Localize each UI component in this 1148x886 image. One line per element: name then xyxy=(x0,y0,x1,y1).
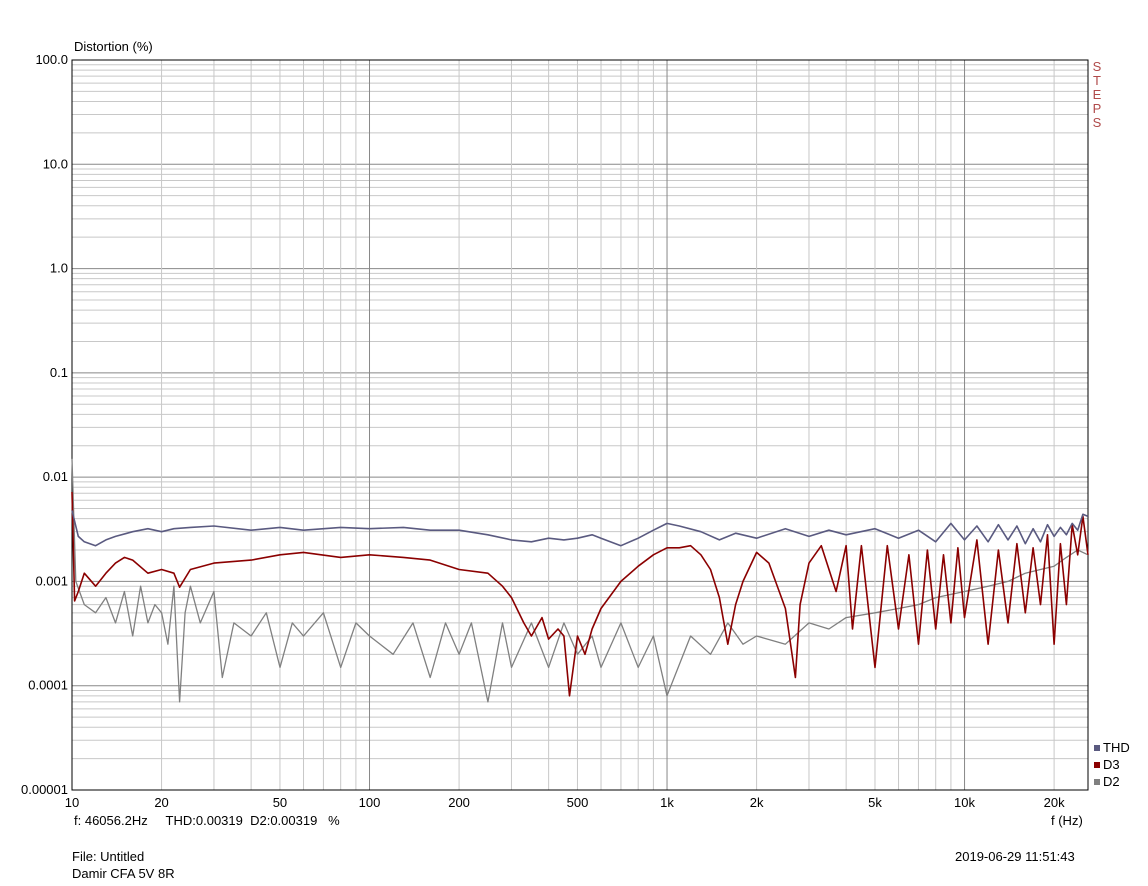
y-tick-label: 0.1 xyxy=(50,365,68,380)
x-tick-label: 100 xyxy=(359,795,381,810)
y-tick-label: 0.001 xyxy=(35,573,68,588)
steps-letter: T xyxy=(1093,73,1101,88)
legend: THD D3 D2 xyxy=(1094,739,1130,790)
steps-letter: E xyxy=(1092,87,1102,102)
steps-letter: S xyxy=(1092,115,1102,130)
steps-letter: S xyxy=(1092,59,1102,74)
x-tick-label: 2k xyxy=(750,795,764,810)
y-tick-label: 0.0001 xyxy=(28,678,68,693)
file-name: File: Untitled xyxy=(72,849,145,864)
x-tick-label: 50 xyxy=(273,795,287,810)
y-axis-label: Distortion (%) xyxy=(74,39,153,54)
legend-swatch-thd xyxy=(1094,744,1100,751)
y-tick-label: 0.01 xyxy=(43,469,68,484)
x-tick-label: 20 xyxy=(154,795,168,810)
cursor-readout: f: 46056.2Hz THD:0.00319 D2:0.00319 % xyxy=(74,813,340,828)
legend-swatch-d3 xyxy=(1094,761,1100,768)
series-line-d2 xyxy=(71,458,1089,703)
steps-letter: P xyxy=(1092,101,1102,116)
legend-item-thd: THD xyxy=(1094,739,1130,756)
x-tick-label: 20k xyxy=(1044,795,1065,810)
x-tick-label: 10k xyxy=(954,795,975,810)
steps-label: S T E P S xyxy=(1090,60,1104,130)
legend-label-d3: D3 xyxy=(1103,757,1120,772)
y-tick-label: 100.0 xyxy=(35,52,68,67)
legend-swatch-d2 xyxy=(1094,778,1100,785)
x-axis-label: f (Hz) xyxy=(1051,813,1083,828)
x-tick-labels: 10 20 50 100 200 500 1k 2k 5k 10k 20k xyxy=(65,795,1065,810)
legend-item-d3: D3 xyxy=(1094,756,1130,773)
plot-frame xyxy=(71,59,1089,791)
measurement-description: Damir CFA 5V 8R xyxy=(72,866,175,881)
chart-grid xyxy=(71,60,1088,791)
legend-item-d2: D2 xyxy=(1094,773,1130,790)
y-tick-label: 10.0 xyxy=(43,156,68,171)
y-tick-label: 1.0 xyxy=(50,261,68,276)
series-line-thd xyxy=(71,510,1089,547)
y-tick-labels: 100.0 10.0 1.0 0.1 0.01 0.001 0.0001 0.00001 xyxy=(21,52,68,797)
legend-label-d2: D2 xyxy=(1103,774,1120,789)
legend-label-thd: THD xyxy=(1103,740,1130,755)
x-tick-label: 200 xyxy=(448,795,470,810)
series-line-d3 xyxy=(71,491,1089,697)
x-tick-label: 1k xyxy=(660,795,674,810)
timestamp: 2019-06-29 11:51:43 xyxy=(955,849,1075,864)
x-tick-label: 5k xyxy=(868,795,882,810)
x-tick-label: 10 xyxy=(65,795,79,810)
series-lines xyxy=(71,458,1089,703)
x-tick-label: 500 xyxy=(567,795,589,810)
y-tick-label: 0.00001 xyxy=(21,782,68,797)
